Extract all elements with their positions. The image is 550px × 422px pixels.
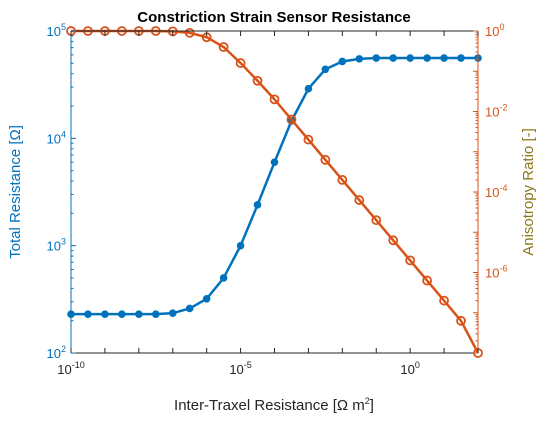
series-left-point: [355, 55, 364, 63]
y-right-tick-label: 10-6: [485, 264, 507, 281]
series-left-point: [219, 274, 228, 282]
x-axis-label: Inter-Traxel Resistance [Ω m2]: [174, 396, 374, 414]
series-left-point: [304, 84, 313, 93]
series-right-point: [235, 58, 246, 68]
series-left-point: [406, 54, 414, 62]
series-left-point: [185, 304, 194, 313]
series-right-point: [371, 215, 382, 226]
y-left-tick-label: 105: [47, 22, 66, 39]
axes-layer: 10-10 10-5 100 102 103 104 105 10-6 10-4 10-2 100: [47, 22, 508, 377]
series-right-point: [422, 275, 433, 286]
series-left-point: [101, 310, 109, 318]
series-right-point: [388, 235, 399, 246]
series-right-point: [252, 75, 263, 86]
series-right-point: [269, 94, 280, 105]
y-right-tick-label: 10-4: [485, 183, 507, 200]
series-right-point: [218, 42, 229, 52]
y-left-tick-label: 104: [47, 129, 66, 146]
chart-title: Constriction Strain Sensor Resistance: [137, 9, 410, 26]
series-right-point: [439, 295, 449, 306]
series-left-point: [270, 158, 279, 166]
series-right-point: [405, 255, 416, 266]
series-left-point: [457, 54, 465, 62]
y-axis-left-label: Total Resistance [Ω]: [7, 125, 24, 259]
series-left-point: [118, 310, 126, 318]
x-tick-label: 10-5: [229, 360, 251, 377]
y-axis-right-label: Anisotropy Ratio [-]: [520, 128, 537, 256]
plot-area: [71, 31, 478, 353]
series-left-point: [236, 241, 245, 250]
series-left-point: [423, 54, 431, 62]
x-tick-label: 10-10: [57, 360, 84, 377]
series-left-point: [372, 54, 381, 62]
series-left-point: [338, 57, 347, 66]
series-left-point: [440, 54, 448, 62]
series-left-point: [389, 54, 398, 62]
series-left-point: [253, 201, 262, 209]
x-tick-label: 100: [400, 360, 419, 377]
y-right-tick-label: 10-2: [485, 103, 507, 120]
series-right-point: [354, 195, 365, 205]
series-left-point: [321, 65, 330, 74]
series-right-point: [456, 315, 466, 326]
series-right-point: [337, 174, 348, 185]
series-left-point: [168, 309, 177, 317]
y-left-tick-label: 102: [47, 344, 66, 361]
series-left-point: [151, 310, 160, 318]
series-right-point: [303, 134, 314, 145]
series-left-point: [84, 310, 92, 318]
y-left-tick-label: 103: [47, 237, 66, 254]
series-right-point: [320, 154, 331, 165]
series-left-point: [202, 294, 211, 303]
y-right-tick-label: 100: [485, 22, 504, 39]
series-right-point: [286, 114, 297, 125]
series-right-point: [184, 27, 195, 38]
series-left-point: [135, 310, 143, 318]
